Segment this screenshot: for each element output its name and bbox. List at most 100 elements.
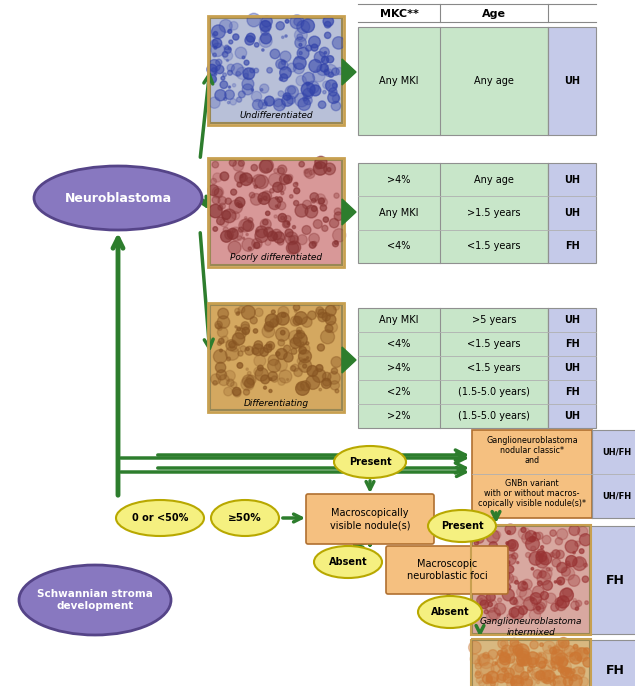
Circle shape — [542, 641, 556, 654]
Circle shape — [254, 341, 262, 349]
Circle shape — [268, 355, 279, 366]
Circle shape — [261, 375, 269, 383]
Circle shape — [283, 220, 290, 228]
Circle shape — [561, 641, 567, 646]
Circle shape — [246, 368, 248, 370]
Circle shape — [253, 99, 263, 110]
Circle shape — [502, 589, 514, 601]
Circle shape — [267, 231, 277, 241]
Circle shape — [281, 60, 286, 64]
Circle shape — [565, 540, 578, 553]
Circle shape — [225, 346, 239, 360]
Circle shape — [258, 365, 263, 370]
Circle shape — [240, 173, 253, 185]
Circle shape — [229, 159, 236, 166]
Text: FH: FH — [565, 339, 579, 349]
Circle shape — [280, 51, 291, 62]
Circle shape — [330, 381, 340, 390]
Circle shape — [505, 584, 511, 590]
Circle shape — [283, 345, 291, 352]
Circle shape — [269, 378, 272, 381]
Circle shape — [279, 370, 292, 383]
Circle shape — [555, 538, 563, 545]
Circle shape — [281, 216, 284, 220]
Circle shape — [215, 362, 226, 372]
Circle shape — [478, 654, 490, 666]
Circle shape — [264, 386, 267, 389]
Circle shape — [536, 555, 549, 568]
Circle shape — [335, 241, 338, 244]
Circle shape — [311, 198, 316, 203]
Circle shape — [304, 169, 312, 177]
Circle shape — [330, 218, 338, 228]
Circle shape — [324, 69, 332, 76]
Circle shape — [243, 68, 255, 80]
Circle shape — [290, 195, 293, 198]
Circle shape — [233, 161, 244, 172]
Circle shape — [530, 609, 540, 621]
Circle shape — [509, 646, 514, 651]
Circle shape — [236, 202, 239, 205]
Circle shape — [318, 309, 326, 318]
Circle shape — [259, 198, 262, 201]
Circle shape — [288, 86, 296, 94]
Text: 0 or <50%: 0 or <50% — [132, 513, 188, 523]
Circle shape — [217, 327, 228, 338]
Circle shape — [304, 169, 309, 174]
Circle shape — [212, 161, 218, 168]
Circle shape — [528, 666, 533, 672]
Circle shape — [218, 375, 229, 386]
Circle shape — [265, 211, 270, 215]
Circle shape — [235, 198, 245, 207]
Circle shape — [566, 563, 571, 567]
Circle shape — [566, 556, 577, 567]
Circle shape — [291, 364, 298, 371]
Circle shape — [250, 317, 257, 324]
Circle shape — [550, 648, 556, 654]
Circle shape — [572, 667, 585, 679]
Circle shape — [525, 678, 528, 681]
Circle shape — [584, 563, 587, 567]
Circle shape — [237, 182, 242, 187]
Circle shape — [536, 532, 543, 539]
Circle shape — [531, 567, 533, 570]
Circle shape — [483, 565, 491, 573]
Circle shape — [493, 531, 501, 539]
Circle shape — [314, 51, 325, 62]
Circle shape — [578, 526, 588, 536]
Circle shape — [544, 660, 548, 663]
Circle shape — [279, 60, 288, 70]
Circle shape — [582, 576, 589, 582]
Circle shape — [312, 369, 326, 382]
Circle shape — [561, 567, 570, 576]
Text: Any age: Any age — [474, 76, 514, 86]
Circle shape — [276, 22, 284, 30]
Circle shape — [227, 64, 234, 71]
Circle shape — [526, 537, 540, 551]
Circle shape — [332, 95, 340, 102]
Circle shape — [254, 367, 263, 376]
Circle shape — [474, 541, 479, 545]
Circle shape — [515, 664, 523, 672]
Circle shape — [310, 193, 319, 201]
Circle shape — [261, 16, 272, 27]
Circle shape — [227, 379, 234, 386]
Text: with or without macros-: with or without macros- — [485, 489, 580, 498]
Circle shape — [312, 241, 317, 246]
Circle shape — [486, 593, 495, 602]
Circle shape — [565, 561, 570, 566]
Circle shape — [540, 545, 544, 549]
Circle shape — [573, 557, 586, 571]
Circle shape — [507, 678, 517, 686]
Circle shape — [497, 674, 506, 683]
Circle shape — [498, 570, 510, 582]
Circle shape — [301, 82, 315, 97]
Circle shape — [230, 99, 236, 105]
Circle shape — [532, 602, 535, 606]
Circle shape — [224, 387, 232, 396]
Circle shape — [302, 226, 311, 235]
Circle shape — [554, 581, 557, 583]
Circle shape — [543, 650, 554, 661]
Circle shape — [284, 215, 291, 222]
Circle shape — [229, 86, 231, 88]
